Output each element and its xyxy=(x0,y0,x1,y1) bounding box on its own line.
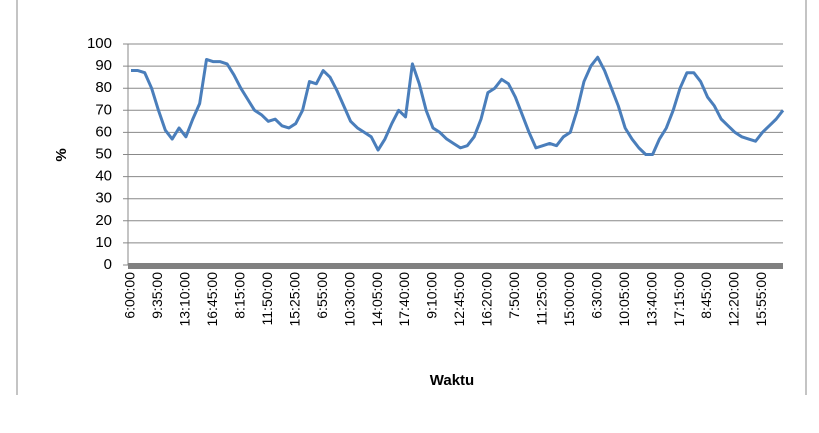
y-tick-label: 0 xyxy=(104,256,112,273)
y-tick-label: 60 xyxy=(95,123,112,140)
y-tick-label: 10 xyxy=(95,234,112,251)
x-tick-label: 9:10:00 xyxy=(424,272,440,319)
x-tick-label: 11:50:00 xyxy=(259,272,275,326)
x-tick-label: 6:00:00 xyxy=(122,272,138,319)
y-tick-label: 100 xyxy=(87,35,112,52)
x-tick-label: 13:10:00 xyxy=(177,272,193,327)
y-tick-label: 80 xyxy=(95,79,112,96)
x-tick-label: 16:45:00 xyxy=(204,272,220,327)
y-tick-label: 20 xyxy=(95,212,112,229)
y-tick-label: 70 xyxy=(95,101,112,118)
x-tick-label: 13:40:00 xyxy=(643,272,659,327)
x-tick-label: 15:55:00 xyxy=(753,272,769,327)
y-tick-label: 40 xyxy=(95,168,112,185)
x-tick-label: 17:40:00 xyxy=(396,272,412,327)
x-tick-label: 17:15:00 xyxy=(671,272,687,327)
y-axis-title: % xyxy=(53,148,70,161)
x-tick-label: 10:05:00 xyxy=(616,272,632,327)
data-line xyxy=(131,55,785,156)
x-axis-title: Waktu xyxy=(430,372,474,389)
y-tick-label: 90 xyxy=(95,57,112,74)
x-tick-label: 12:20:00 xyxy=(726,272,742,327)
x-tick-label: 16:20:00 xyxy=(479,272,495,327)
x-tick-label: 10:30:00 xyxy=(341,272,357,327)
x-tick-label: 9:35:00 xyxy=(149,272,165,319)
x-tick-label: 15:25:00 xyxy=(286,272,302,327)
y-tick-label: 30 xyxy=(95,190,112,207)
x-tick-label: 15:00:00 xyxy=(561,272,577,327)
x-tick-label: 6:55:00 xyxy=(314,272,330,319)
x-tick-label: 7:50:00 xyxy=(506,272,522,319)
x-tick-label: 8:45:00 xyxy=(698,272,714,319)
x-tick-label: 14:05:00 xyxy=(369,272,385,327)
x-axis-bar xyxy=(128,263,783,269)
x-tick-label: 6:30:00 xyxy=(588,272,604,319)
x-tick-label: 12:45:00 xyxy=(451,272,467,327)
x-tick-label: 11:25:00 xyxy=(533,272,549,326)
y-tick-label: 50 xyxy=(95,145,112,162)
x-tick-label: 8:15:00 xyxy=(232,272,248,319)
